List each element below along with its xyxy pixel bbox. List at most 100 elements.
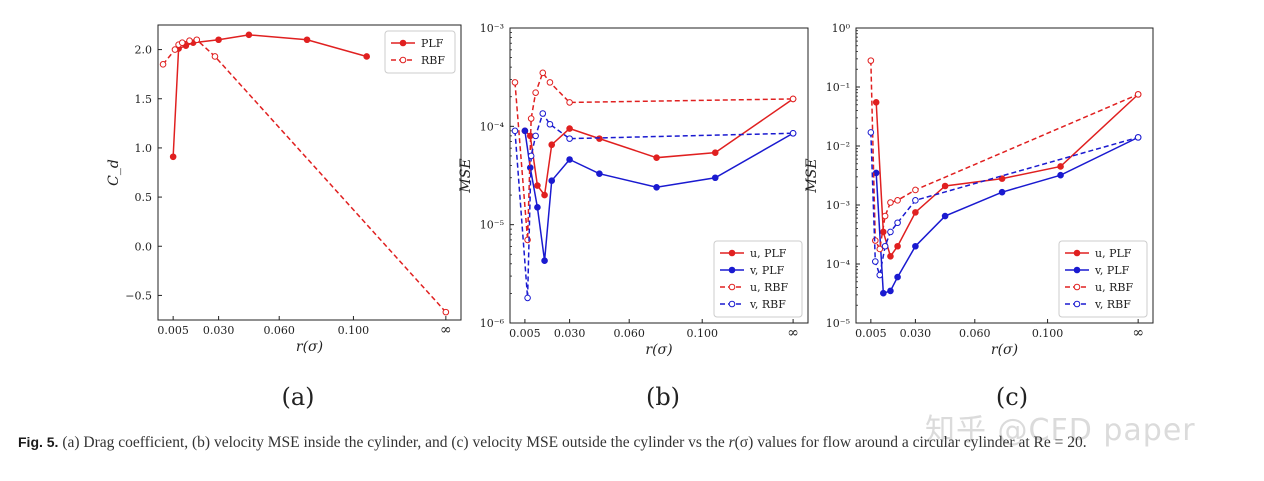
data-point: [880, 289, 887, 297]
data-point: [887, 228, 894, 236]
data-point: [711, 149, 719, 156]
legend: u, PLF v, PLF u, RBF v, RBF: [1058, 240, 1148, 318]
data-point: [532, 132, 539, 140]
panel-label: (a): [281, 383, 314, 411]
series-line: [514, 71, 794, 240]
data-point: [881, 212, 889, 220]
data-point: [867, 129, 875, 136]
data-point: [193, 36, 201, 44]
data-point: [211, 53, 219, 60]
series-uplf: [521, 95, 797, 199]
panel-a: −0.5 0.0 0.5 1.0 1.5 2.0 0.005 0.030 0.060 0.100 ∞…: [106, 24, 462, 411]
data-point: [548, 177, 556, 184]
data-point: [941, 182, 949, 190]
data-point: [876, 271, 884, 279]
data-point: [1057, 163, 1064, 170]
y-tick-label: 1.5: [135, 93, 153, 106]
y-tick-label: 10⁻⁴: [826, 258, 851, 271]
figure-svg: −0.5 0.0 0.5 1.0 1.5 2.0 0.005 0.030 0.060 0.100 ∞…: [106, 22, 1154, 411]
data-point: [789, 129, 797, 137]
plot-frame: [509, 27, 809, 324]
series-urbf: [867, 57, 1142, 253]
legend-label: RBF: [421, 54, 445, 67]
data-point: [912, 209, 919, 216]
legend-label: v, PLF: [1094, 264, 1130, 277]
x-tick-label: 0.005: [855, 327, 887, 340]
caption-text-1: (a) Drag coefficient, (b) velocity MSE i…: [62, 434, 729, 451]
legend-label: v, RBF: [749, 298, 786, 311]
series-vrbf: [511, 110, 797, 302]
data-point: [159, 61, 167, 68]
legend-marker: [728, 266, 736, 274]
watermark: 知乎 @CFD paper: [925, 413, 1196, 448]
series-vplf: [521, 127, 797, 265]
panel-c: 10⁻⁵ 10⁻⁴ 10⁻³ 10⁻² 10⁻¹ 10⁰ 0.005 0.030 0.060 0.…: [804, 22, 1154, 411]
y-tick-label: 10⁻⁶: [480, 317, 505, 330]
data-point: [653, 183, 660, 191]
data-point: [539, 110, 547, 117]
legend-box: [713, 240, 803, 318]
legend-marker: [728, 300, 736, 308]
y-tick-label: 0.5: [135, 191, 153, 204]
data-point: [894, 197, 901, 204]
data-point: [541, 191, 548, 199]
legend-label: u, PLF: [1095, 247, 1132, 260]
x-tick-label: 0.060: [959, 327, 991, 340]
data-point: [524, 294, 531, 302]
data-point: [527, 152, 535, 160]
data-point: [215, 36, 222, 44]
data-point: [534, 204, 541, 211]
legend-marker: [1073, 300, 1081, 308]
data-point: [546, 79, 554, 86]
y-tick-label: 1.0: [135, 142, 153, 155]
legend-label: u, RBF: [1095, 281, 1133, 294]
data-point: [1134, 91, 1142, 98]
series-uplf: [872, 91, 1142, 260]
y-tick-label: 10⁰: [832, 22, 851, 35]
legend-label: v, RBF: [1094, 298, 1131, 311]
x-tick-label: 0.100: [1032, 327, 1064, 340]
data-point: [566, 135, 573, 142]
data-point: [527, 115, 535, 122]
y-axis-label: C_d: [106, 159, 122, 186]
legend-marker: [1073, 283, 1081, 291]
plot-frame: [855, 27, 1154, 324]
data-point: [894, 219, 901, 227]
legend-marker: [728, 249, 736, 257]
data-point: [789, 95, 797, 103]
legend-marker: [399, 56, 407, 64]
data-point: [998, 188, 1006, 196]
data-point: [711, 174, 719, 182]
data-point: [546, 120, 554, 128]
data-point: [171, 46, 179, 53]
data-point: [596, 170, 603, 177]
series-urbf: [511, 69, 797, 244]
x-tick-label: 0.030: [203, 324, 235, 337]
caption-var: r: [728, 434, 735, 451]
x-tick-label: 0.100: [338, 324, 370, 337]
legend-box: [1058, 240, 1148, 318]
data-point: [178, 39, 186, 47]
series-line: [875, 93, 1139, 259]
x-axis-label: r(σ): [296, 339, 323, 355]
data-point: [548, 141, 556, 149]
data-point: [541, 257, 548, 265]
series-line: [524, 130, 794, 261]
caption-text-2: values for flow around a circular cylind…: [753, 434, 1087, 451]
legend-label: PLF: [421, 37, 444, 50]
data-point: [169, 153, 177, 161]
data-point: [442, 308, 450, 316]
data-point: [998, 175, 1006, 182]
y-tick-label: 10⁻³: [826, 199, 850, 212]
x-tick-label: 0.030: [554, 327, 586, 340]
data-point: [245, 31, 253, 39]
legend-marker: [1073, 249, 1081, 257]
series-vrbf: [867, 129, 1142, 279]
data-point: [894, 242, 901, 250]
data-point: [534, 182, 541, 189]
data-point: [912, 186, 919, 194]
data-point: [539, 69, 547, 77]
x-tick-label: 0.060: [613, 327, 645, 340]
legend-label: v, PLF: [749, 264, 785, 277]
data-point: [887, 253, 894, 260]
